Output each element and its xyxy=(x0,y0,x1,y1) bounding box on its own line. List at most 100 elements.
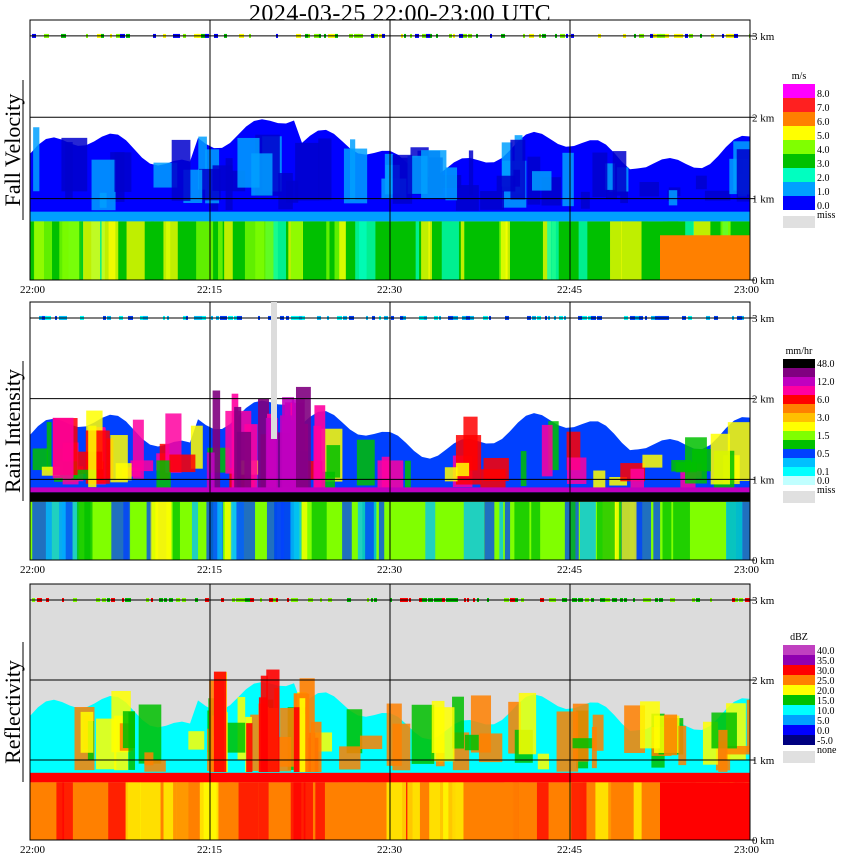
rain-intensity-legend-swatch xyxy=(783,404,815,413)
rain-intensity-rain-streak xyxy=(301,501,308,560)
fall-velocity-rain-streak xyxy=(126,221,145,280)
reflectivity-y-tick-label: 0 km xyxy=(752,835,775,847)
rain-intensity-legend-label: 0.0 xyxy=(817,476,830,487)
fall-velocity-upper-cell xyxy=(350,139,356,201)
rain-intensity-rain-streak xyxy=(342,501,352,560)
rain-intensity-rain-streak xyxy=(662,501,672,560)
fall-velocity-title: Fall Velocity xyxy=(0,94,25,207)
reflectivity-upper-cell xyxy=(537,753,549,770)
rain-intensity-upper-cell xyxy=(110,435,128,483)
fall-velocity-rain-streak xyxy=(509,221,526,280)
fall-velocity-upper-cell xyxy=(33,127,40,192)
reflectivity-x-tick-label: 22:45 xyxy=(557,844,583,856)
reflectivity-upper-cell xyxy=(144,752,154,766)
rain-intensity-rain-streak xyxy=(290,501,302,560)
rain-intensity-rain-streak xyxy=(499,501,504,560)
reflectivity-legend-label: 15.0 xyxy=(817,696,835,707)
fall-velocity-rain-streak xyxy=(290,221,303,280)
reflectivity-rain-streak xyxy=(355,782,367,840)
reflectivity-upper-cell xyxy=(464,734,479,751)
rain-intensity-core-cell xyxy=(282,420,295,492)
fall-velocity-rain-streak xyxy=(415,221,420,280)
fall-velocity-rain-streak xyxy=(359,221,376,280)
rain-intensity-legend-swatch xyxy=(783,413,815,422)
rain-intensity-legend-label: 48.0 xyxy=(817,359,835,370)
reflectivity-legend-label: 5.0 xyxy=(817,716,830,727)
rain-intensity-legend-label: 12.0 xyxy=(817,377,835,388)
reflectivity-x-tick-label: 22:30 xyxy=(377,844,403,856)
rain-intensity-upper-cell xyxy=(404,460,411,490)
fall-velocity-upper-cell xyxy=(668,190,678,206)
reflectivity-core-cell xyxy=(246,723,253,772)
rain-intensity-y-tick-label: 3 km xyxy=(752,313,775,325)
fall-velocity-rain-streak xyxy=(441,221,459,280)
rain-intensity-rain-streak xyxy=(531,501,541,560)
reflectivity-upper-cell xyxy=(411,704,435,764)
fall-velocity-rain-streak xyxy=(500,221,508,280)
rain-intensity-upper-cell xyxy=(52,417,74,479)
rain-intensity-panel: 3 km 2 km 1 km 0 km 22:00 22:15 22:30 22:45 23:0… xyxy=(0,301,835,576)
rain-intensity-rain-streak xyxy=(621,501,637,560)
fall-velocity-legend-label: 4.0 xyxy=(817,145,830,156)
reflectivity-x-tick-label: 22:00 xyxy=(20,844,46,856)
fall-velocity-upper-cell xyxy=(480,191,505,210)
fall-velocity-upper-cell xyxy=(318,138,332,201)
reflectivity-legend-swatch xyxy=(783,675,815,685)
fall-velocity-upper-cell xyxy=(65,142,73,199)
rain-intensity-legend-swatch xyxy=(783,458,815,467)
reflectivity-rain-streak xyxy=(608,782,629,840)
reflectivity-upper-cell xyxy=(359,735,383,750)
rain-intensity-upper-cell xyxy=(444,467,458,482)
reflectivity-legend: dBZ 40.035.030.025.020.015.010.05.00.0-5.… xyxy=(783,632,837,763)
rain-intensity-rain-streak xyxy=(280,501,292,560)
reflectivity-upper-cell xyxy=(572,703,589,762)
rain-intensity-upper-cell xyxy=(41,466,60,476)
reflectivity-rain-streak xyxy=(125,782,141,840)
fall-velocity-upper-cell xyxy=(695,175,707,190)
rain-intensity-legend-swatch xyxy=(783,359,815,368)
rain-intensity-upper-cell xyxy=(32,448,48,471)
rain-intensity-upper-cell xyxy=(548,421,559,471)
rain-intensity-upper-cell xyxy=(455,462,470,477)
fall-velocity-rain-streak xyxy=(150,221,154,280)
fall-velocity-upper-cell xyxy=(153,162,178,188)
fall-velocity-upper-cell xyxy=(455,185,479,211)
fall-velocity-rain-streak xyxy=(346,221,356,280)
rain-intensity-rain-streak xyxy=(504,501,511,560)
fall-velocity-legend-swatch xyxy=(783,98,815,112)
rain-intensity-rain-streak xyxy=(378,501,385,560)
fall-velocity-legend-swatch xyxy=(783,140,815,154)
reflectivity-rain-streak xyxy=(337,782,359,840)
reflectivity-rain-streak xyxy=(85,782,103,840)
rain-intensity-legend-unit: mm/hr xyxy=(786,346,813,357)
reflectivity-core-cell xyxy=(311,721,322,772)
reflectivity-rain-streak xyxy=(504,782,523,840)
rain-intensity-rain-streak xyxy=(217,501,223,560)
fall-velocity-upper-cell xyxy=(343,148,368,204)
rain-intensity-core-cell xyxy=(236,431,252,492)
fall-velocity-x-tick-label: 23:00 xyxy=(734,284,760,296)
rain-intensity-rain-streak xyxy=(596,501,615,560)
reflectivity-legend-label: 25.0 xyxy=(817,676,835,687)
rain-intensity-upper-cell xyxy=(88,425,97,488)
fall-velocity-upper-cell xyxy=(198,136,207,190)
reflectivity-rain-streak xyxy=(108,782,128,840)
reflectivity-rain-streak xyxy=(238,782,259,840)
rain-intensity-rain-streak xyxy=(76,501,93,560)
fall-velocity-upper-cell xyxy=(704,190,731,201)
fall-velocity-upper-cell xyxy=(605,163,616,190)
reflectivity-core-cell xyxy=(258,697,267,772)
reflectivity-rain-streak xyxy=(407,782,420,840)
fall-velocity-fast-fall-region xyxy=(660,235,750,280)
rain-intensity-rain-streak xyxy=(311,501,327,560)
reflectivity-rain-streak xyxy=(417,782,424,840)
rain-intensity-legend-label: 0.5 xyxy=(817,449,830,460)
rain-intensity-legend-swatch xyxy=(783,368,815,377)
rain-intensity-legend-swatch xyxy=(783,422,815,431)
reflectivity-upper-cell xyxy=(746,699,750,752)
fall-velocity-rain-streak xyxy=(196,221,214,280)
rain-intensity-legend-swatch xyxy=(783,431,815,440)
rain-intensity-upper-cell xyxy=(671,459,692,472)
fall-velocity-y-tick-label: 1 km xyxy=(752,194,775,206)
